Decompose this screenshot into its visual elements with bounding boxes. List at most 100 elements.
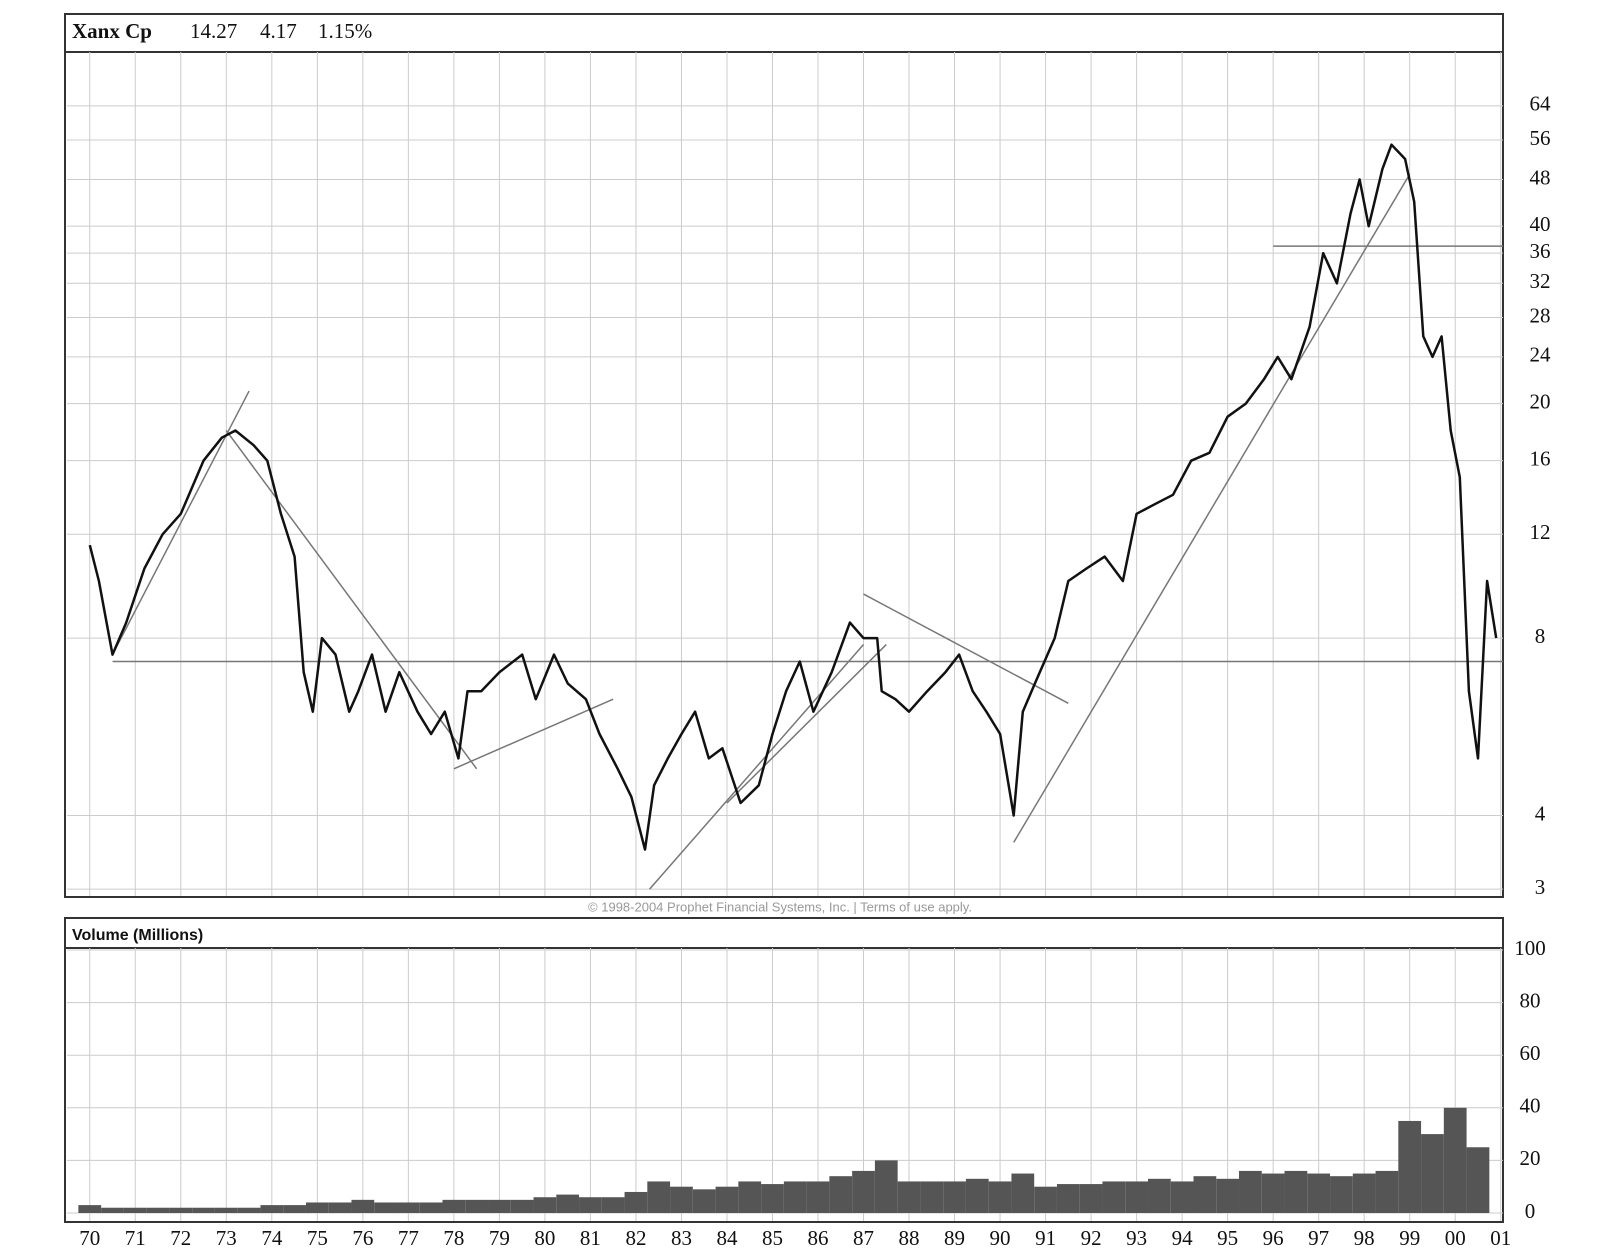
x-tick-label: 79 xyxy=(489,1226,510,1250)
source-note: © 1998-2004 Prophet Financial Systems, I… xyxy=(588,899,972,914)
volume-bar xyxy=(897,1181,921,1213)
x-tick-label: 88 xyxy=(899,1226,920,1250)
trend-line xyxy=(863,593,1069,704)
volume-bar xyxy=(943,1181,966,1213)
volume-bar xyxy=(1352,1173,1376,1213)
volume-bar xyxy=(874,1160,898,1213)
volume-bar xyxy=(1056,1184,1080,1213)
volume-bar xyxy=(533,1197,557,1213)
volume-bar xyxy=(101,1207,124,1213)
volume-bar xyxy=(1443,1107,1467,1213)
y-tick-label: 20 xyxy=(1520,1146,1541,1170)
volume-title: Volume (Millions) xyxy=(72,927,203,944)
volume-bar xyxy=(146,1207,170,1213)
y-tick-label: 12 xyxy=(1530,520,1551,544)
volume-bar xyxy=(488,1199,511,1213)
volume-bar xyxy=(806,1181,830,1213)
header-value: 14.27 xyxy=(190,19,237,43)
y-tick-label: 100 xyxy=(1514,936,1546,960)
volume-bar xyxy=(1125,1181,1148,1213)
y-tick-label: 28 xyxy=(1530,303,1551,327)
volume-bar xyxy=(1170,1181,1194,1213)
header-value: 4.17 xyxy=(260,19,297,43)
volume-bar xyxy=(715,1186,739,1213)
volume-bar xyxy=(1398,1120,1422,1213)
x-tick-label: 99 xyxy=(1399,1226,1420,1250)
x-tick-label: 95 xyxy=(1217,1226,1238,1250)
volume-bar xyxy=(305,1202,329,1213)
x-tick-label: 86 xyxy=(807,1226,828,1250)
volume-bar xyxy=(579,1197,602,1213)
y-tick-label: 20 xyxy=(1530,389,1551,413)
y-tick-label: 40 xyxy=(1530,212,1551,236)
y-tick-label: 80 xyxy=(1520,988,1541,1012)
x-tick-label: 85 xyxy=(762,1226,783,1250)
volume-bar xyxy=(556,1194,580,1213)
volume-bar xyxy=(396,1202,420,1213)
volume-bar xyxy=(601,1197,625,1213)
x-tick-label: 97 xyxy=(1308,1226,1329,1250)
y-tick-label: 56 xyxy=(1530,126,1551,150)
volume-bar xyxy=(351,1199,375,1213)
x-tick-label: 76 xyxy=(352,1226,373,1250)
volume-bar xyxy=(988,1181,1012,1213)
volume-bar xyxy=(283,1205,306,1213)
x-tick-label: 89 xyxy=(944,1226,965,1250)
y-tick-label: 64 xyxy=(1530,92,1552,116)
y-tick-label: 16 xyxy=(1530,446,1551,470)
volume-bar xyxy=(1466,1147,1490,1213)
x-tick-label: 70 xyxy=(79,1226,100,1250)
volume-bar xyxy=(374,1202,397,1213)
volume-bar xyxy=(783,1181,807,1213)
y-tick-label: 24 xyxy=(1530,343,1552,367)
y-tick-label: 8 xyxy=(1535,624,1546,648)
volume-bar xyxy=(510,1199,534,1213)
x-tick-label: 01 xyxy=(1490,1226,1511,1250)
volume-bar xyxy=(965,1178,989,1213)
chart-title: Xanx Cp xyxy=(72,19,152,43)
y-tick-label: 32 xyxy=(1530,269,1551,293)
volume-bar xyxy=(465,1199,489,1213)
volume-bar xyxy=(78,1205,102,1213)
volume-bar xyxy=(852,1170,875,1213)
volume-bar xyxy=(670,1186,693,1213)
x-tick-label: 73 xyxy=(216,1226,237,1250)
volume-bar xyxy=(192,1207,215,1213)
trend-line xyxy=(1013,173,1411,843)
volume-bar xyxy=(1330,1176,1353,1213)
x-tick-label: 78 xyxy=(443,1226,464,1250)
header-value: 1.15% xyxy=(318,19,372,43)
volume-bar xyxy=(123,1207,147,1213)
volume-bar xyxy=(1307,1173,1331,1213)
volume-bar xyxy=(237,1207,261,1213)
volume-bar xyxy=(829,1176,853,1213)
price-frame xyxy=(64,13,1504,898)
volume-bar xyxy=(169,1207,193,1213)
x-tick-label: 80 xyxy=(534,1226,555,1250)
y-tick-label: 40 xyxy=(1520,1094,1541,1118)
x-tick-label: 98 xyxy=(1354,1226,1375,1250)
volume-bar xyxy=(920,1181,944,1213)
x-tick-label: 90 xyxy=(990,1226,1011,1250)
volume-frame xyxy=(64,917,1504,1223)
volume-bar xyxy=(1079,1184,1103,1213)
volume-bar xyxy=(1147,1178,1171,1213)
volume-bar xyxy=(260,1205,284,1213)
volume-bar xyxy=(419,1202,443,1213)
volume-bar xyxy=(1102,1181,1126,1213)
volume-bar xyxy=(1239,1170,1262,1213)
x-tick-label: 82 xyxy=(625,1226,646,1250)
x-tick-label: 77 xyxy=(398,1226,419,1250)
x-tick-label: 87 xyxy=(853,1226,874,1250)
volume-bar xyxy=(738,1181,762,1213)
volume-bar xyxy=(328,1202,352,1213)
volume-bar xyxy=(1421,1134,1444,1213)
volume-bar xyxy=(1193,1176,1217,1213)
volume-bar xyxy=(214,1207,238,1213)
y-tick-label: 0 xyxy=(1525,1199,1536,1223)
trend-line xyxy=(225,430,478,770)
price-line xyxy=(88,143,1498,851)
x-tick-label: 83 xyxy=(671,1226,692,1250)
volume-bar xyxy=(647,1181,671,1213)
